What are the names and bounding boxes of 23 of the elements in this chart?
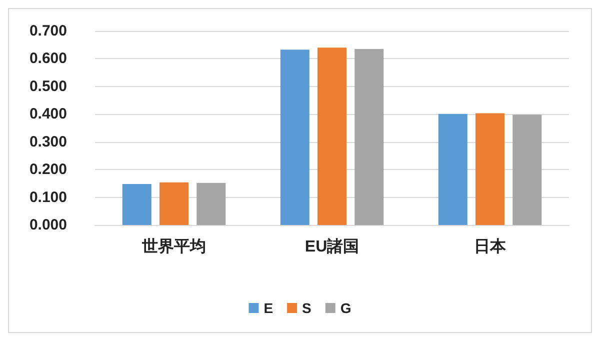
y-tick-label: 0.000 [29,216,67,234]
y-tick-label: 0.500 [29,78,67,95]
legend-label: E [264,300,274,316]
legend-label: S [302,300,312,316]
y-tick-label: 0.700 [29,22,67,40]
legend-label: G [340,300,352,316]
bar [160,182,188,225]
y-tick-label: 0.600 [29,50,67,68]
bar [512,114,542,225]
x-tick-label: 世界平均 [141,238,206,256]
bar [318,48,346,225]
bar [196,182,226,225]
x-tick-label: 日本 [474,238,507,256]
bar [438,114,468,225]
x-tick-label: EU諸国 [304,238,360,256]
y-tick-label: 0.100 [29,188,67,206]
bar [122,184,152,225]
bar [476,113,504,225]
y-tick-label: 0.200 [29,161,67,178]
y-tick-label: 0.300 [29,133,67,150]
y-tick-label: 0.400 [29,106,67,123]
bar [280,50,310,225]
bar [354,49,384,225]
